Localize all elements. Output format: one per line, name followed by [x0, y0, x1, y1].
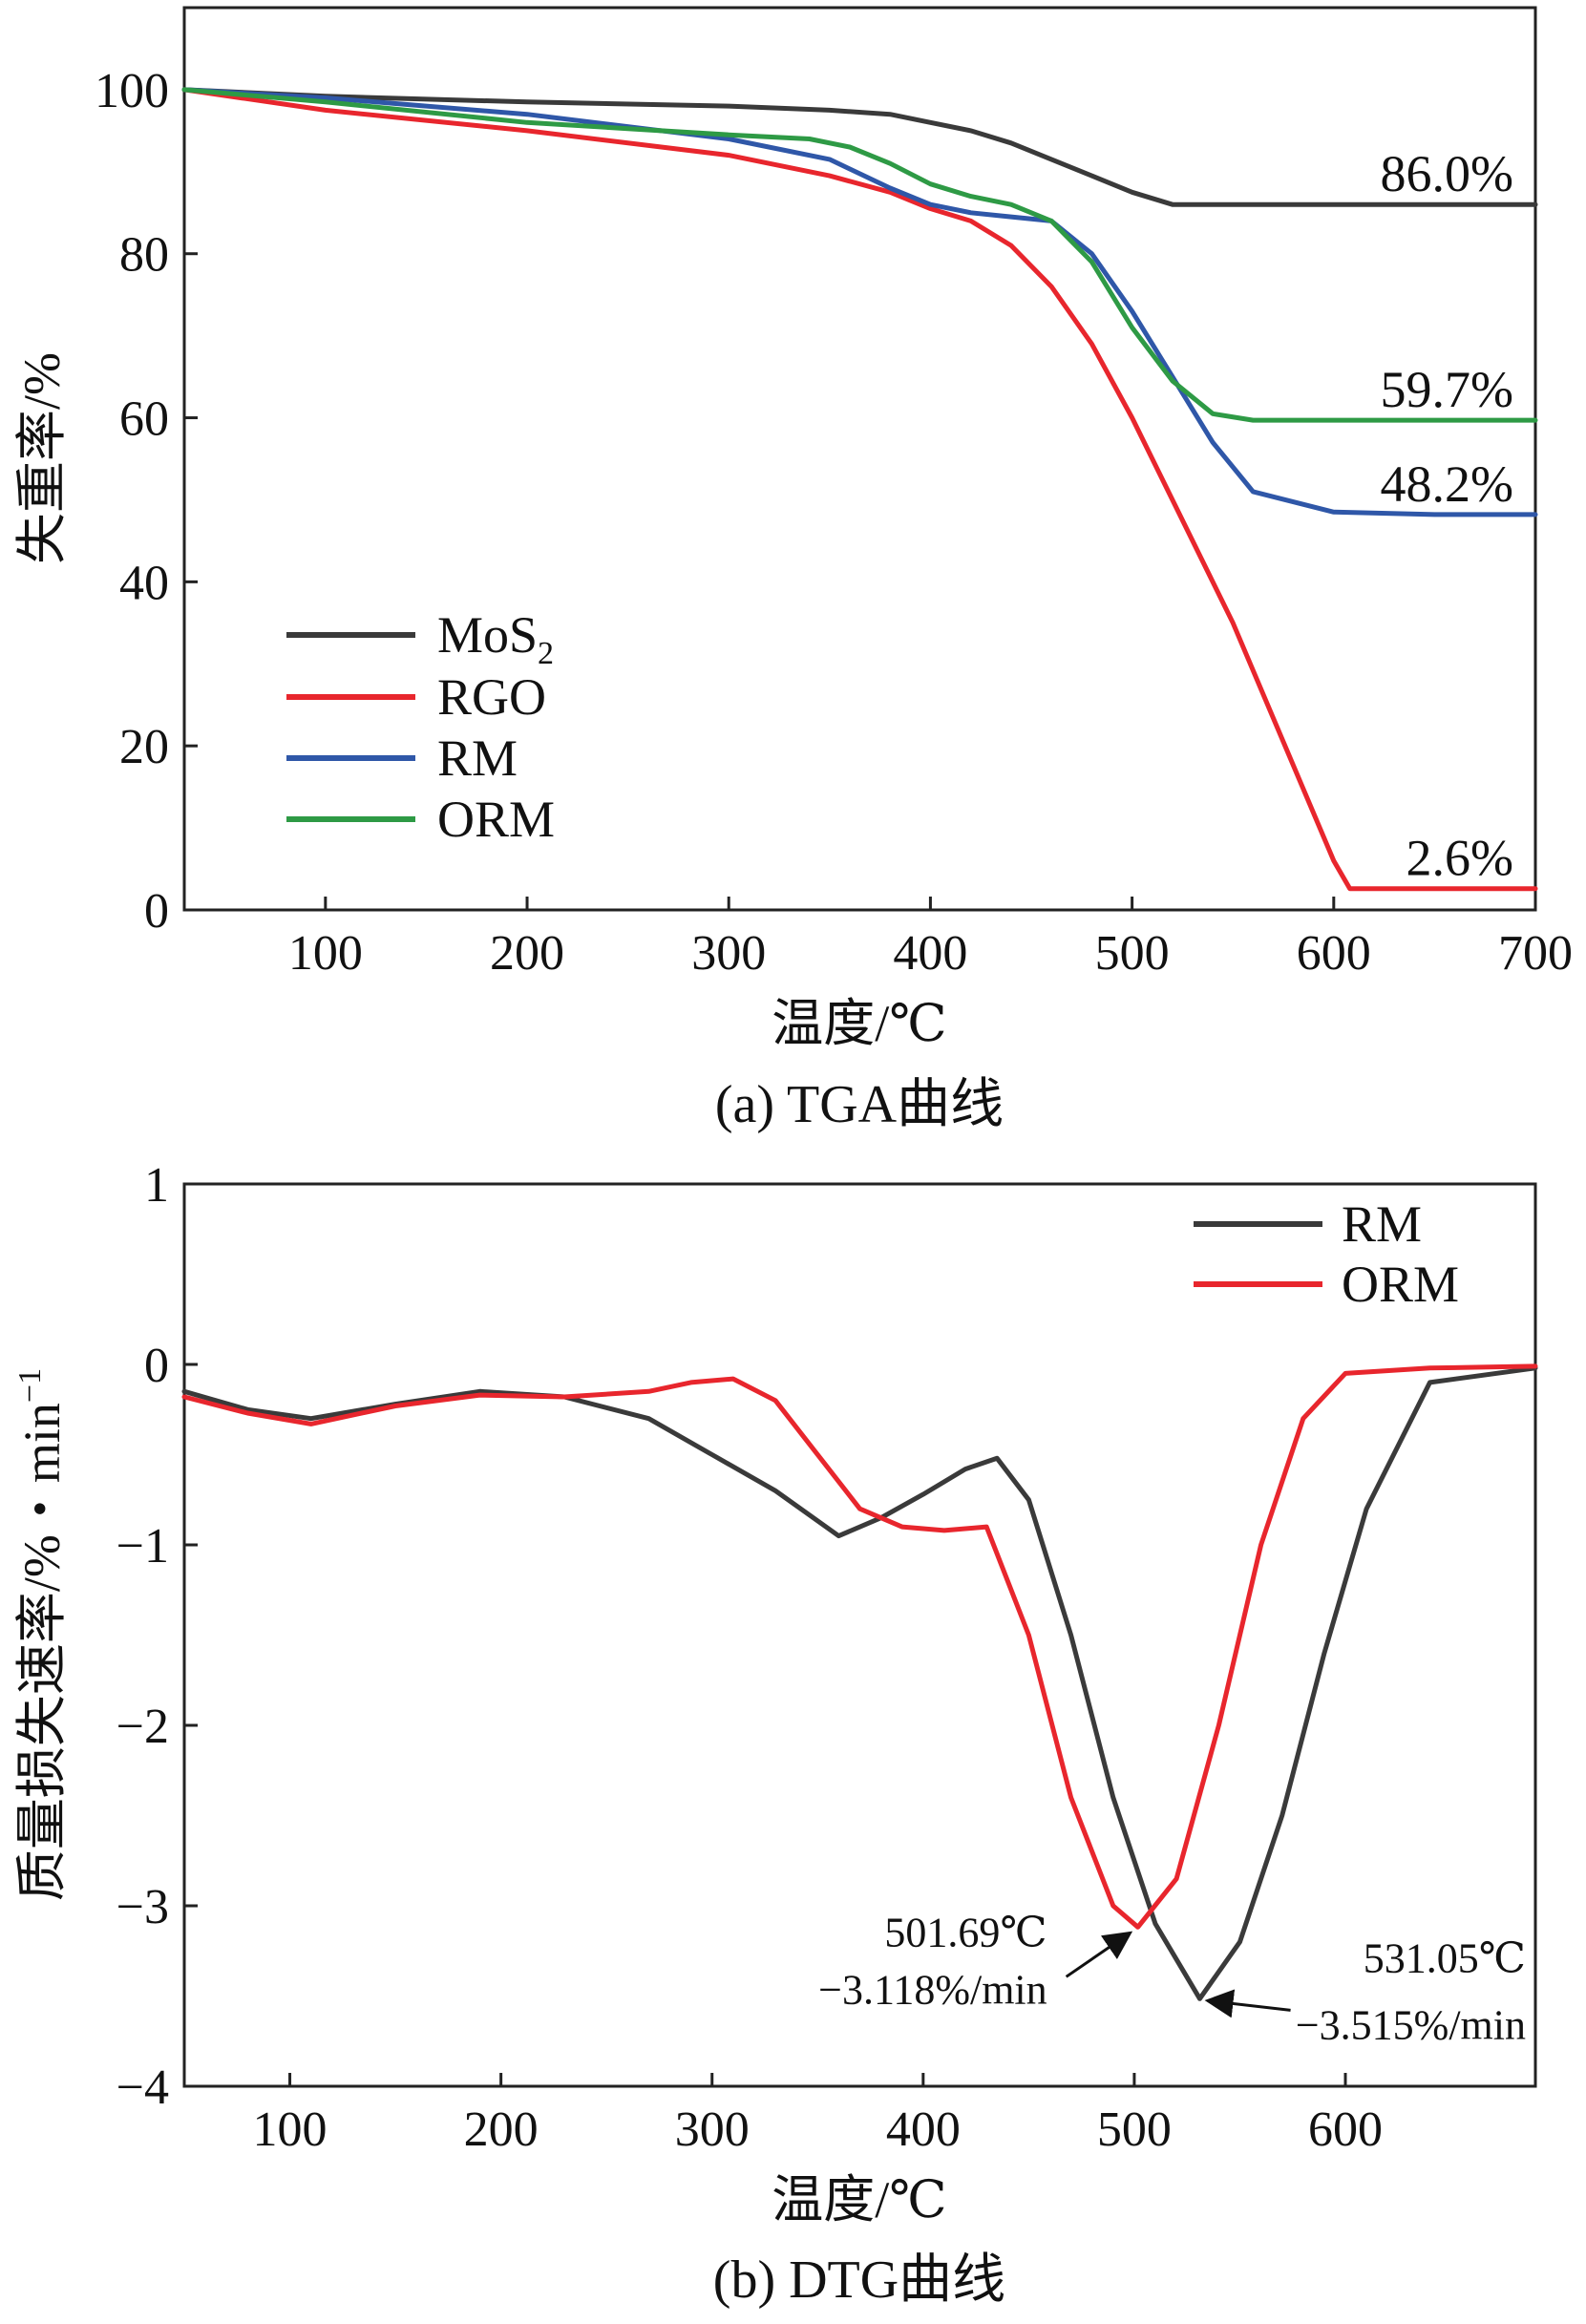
tga-y-tick-label: 100 — [95, 64, 169, 118]
dtg-annotation-temp: 531.05℃ — [1364, 1934, 1526, 1981]
tga-x-ticks: 100 200 300 400 500 600 700 — [288, 897, 1573, 981]
tga-y-tick-label: 20 — [119, 720, 169, 774]
tga-y-axis-label: 失重率/% — [13, 352, 71, 564]
dtg-plot-frame — [182, 1182, 1537, 2088]
dtg-annotation-arrow — [1065, 1931, 1133, 1978]
tga-end-label: 59.7% — [1381, 361, 1513, 418]
tga-annotations: 86.0% 59.7% 48.2% 2.6% — [1381, 145, 1513, 886]
tga-x-tick-label: 200 — [490, 926, 564, 981]
dtg-x-tick-label: 400 — [886, 2102, 961, 2157]
dtg-annotation-rate: −3.515%/min — [1296, 2001, 1526, 2048]
dtg-legend-label-rm: RM — [1342, 1195, 1422, 1253]
tga-legend-label-rm: RM — [437, 729, 518, 787]
tga-end-label: 2.6% — [1406, 830, 1513, 887]
tga-caption: (a) TGA曲线 — [715, 1075, 1004, 1134]
dtg-series-group — [181, 1363, 1538, 2001]
dtg-series-rm — [181, 1365, 1538, 2001]
tga-x-tick-label: 300 — [691, 926, 766, 981]
tga-series-group — [181, 87, 1538, 892]
tga-chart: 0 20 40 60 80 100 100 200 300 400 500 600 700 86.0%… — [13, 6, 1573, 1134]
tga-x-axis-label: 温度/℃ — [772, 995, 946, 1052]
dtg-y-tick-label: −2 — [116, 1700, 169, 1754]
dtg-y-axis-label: 质量损失速率/%・min−1 — [12, 1368, 71, 1901]
tga-y-ticks: 0 20 40 60 80 100 — [95, 64, 198, 939]
dtg-y-tick-label: 1 — [144, 1158, 169, 1213]
dtg-x-tick-label: 100 — [253, 2102, 328, 2157]
tga-y-tick-label: 80 — [119, 228, 169, 283]
tga-end-label: 48.2% — [1381, 455, 1513, 513]
dtg-legend-label-orm: ORM — [1342, 1256, 1459, 1313]
tga-x-tick-label: 500 — [1095, 926, 1170, 981]
dtg-y-tick-label: −4 — [116, 2060, 169, 2115]
dtg-x-tick-label: 200 — [464, 2102, 539, 2157]
tga-legend-label-rgo: RGO — [437, 668, 546, 726]
tga-y-tick-label: 40 — [119, 556, 169, 610]
tga-x-tick-label: 700 — [1498, 926, 1573, 981]
dtg-legend: RM ORM — [1194, 1195, 1459, 1313]
tga-plot-frame — [182, 6, 1537, 912]
tga-y-tick-label: 60 — [119, 392, 169, 447]
tga-y-tick-label: 0 — [144, 884, 169, 939]
dtg-series-orm — [181, 1363, 1538, 1930]
tga-series-orm — [181, 87, 1538, 423]
tga-x-tick-label: 400 — [893, 926, 967, 981]
tga-x-tick-label: 600 — [1297, 926, 1371, 981]
dtg-y-ticks: 1 0 −1 −2 −3 −4 — [116, 1158, 198, 2115]
dtg-x-tick-label: 600 — [1308, 2102, 1383, 2157]
tga-legend-label-mos2: MoS2 — [437, 606, 554, 671]
dtg-x-ticks: 100 200 300 400 500 600 — [253, 2073, 1383, 2157]
dtg-annotation-temp: 501.69℃ — [884, 1909, 1047, 1955]
tga-legend-label-orm: ORM — [437, 791, 555, 848]
dtg-annotation-rate: −3.118%/min — [818, 1966, 1047, 2013]
tga-end-label: 86.0% — [1381, 145, 1513, 202]
dtg-x-tick-label: 500 — [1097, 2102, 1172, 2157]
dtg-x-axis-label: 温度/℃ — [772, 2171, 946, 2229]
tga-legend: MoS2 RGO RM ORM — [286, 606, 555, 848]
tga-series-mos2 — [181, 87, 1538, 207]
dtg-caption: (b) DTG曲线 — [713, 2250, 1005, 2310]
tga-x-tick-label: 100 — [288, 926, 363, 981]
tga-series-rgo — [181, 87, 1538, 892]
dtg-x-tick-label: 300 — [675, 2102, 750, 2157]
dtg-y-tick-label: 0 — [144, 1339, 169, 1393]
dtg-chart: 1 0 −1 −2 −3 −4 100 200 300 400 500 600 501.69℃ −3.… — [12, 1158, 1538, 2310]
dtg-annotations: 501.69℃ −3.118%/min 531.05℃ −3.515%/min — [818, 1909, 1526, 2048]
dtg-y-tick-label: −3 — [116, 1880, 169, 1934]
dtg-annotation-arrow — [1204, 1989, 1291, 2018]
dtg-y-tick-label: −1 — [116, 1519, 169, 1574]
